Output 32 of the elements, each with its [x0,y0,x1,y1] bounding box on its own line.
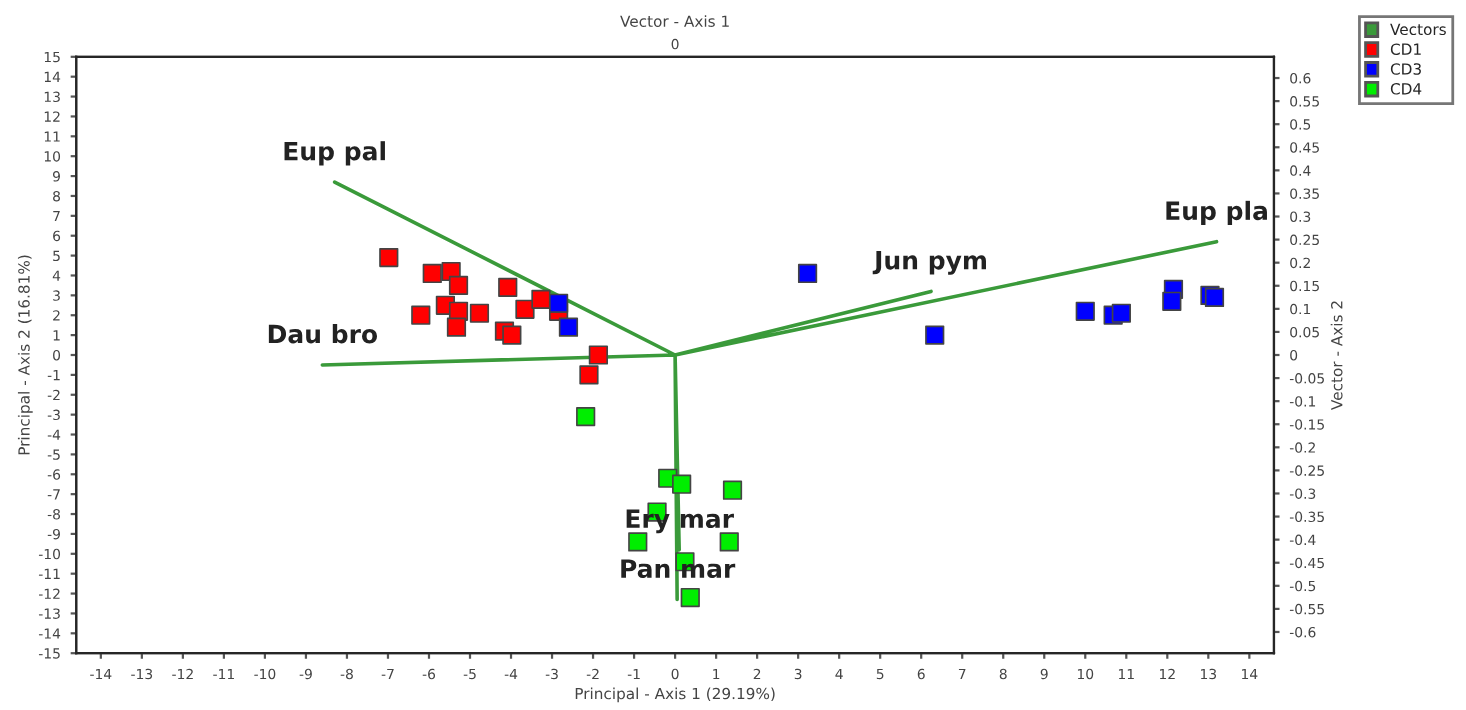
point [422,263,442,284]
point [672,474,692,494]
point [531,289,551,309]
point [498,277,518,298]
annotation: Ery mar [626,509,734,534]
point [411,305,431,325]
point [797,263,818,284]
point [588,345,609,365]
point [576,407,596,427]
annotation: Dau bro [268,324,378,344]
annotation: Eup pal [284,141,385,166]
point [515,299,535,319]
point [1075,301,1095,321]
annotation: Pan mar [621,559,736,579]
annotation: Jun pym [872,251,986,275]
annotation: Eup pla [1166,200,1267,226]
point [925,325,945,345]
point [446,317,467,337]
point [1162,291,1182,311]
point [558,317,579,337]
point [719,532,739,552]
point [1111,303,1131,323]
point [502,325,522,345]
point [379,247,399,268]
point [548,293,569,313]
point [628,532,648,552]
point [1204,287,1225,307]
point [722,480,743,500]
point [579,365,599,385]
point [448,275,469,296]
point [680,587,700,608]
point [469,303,490,323]
